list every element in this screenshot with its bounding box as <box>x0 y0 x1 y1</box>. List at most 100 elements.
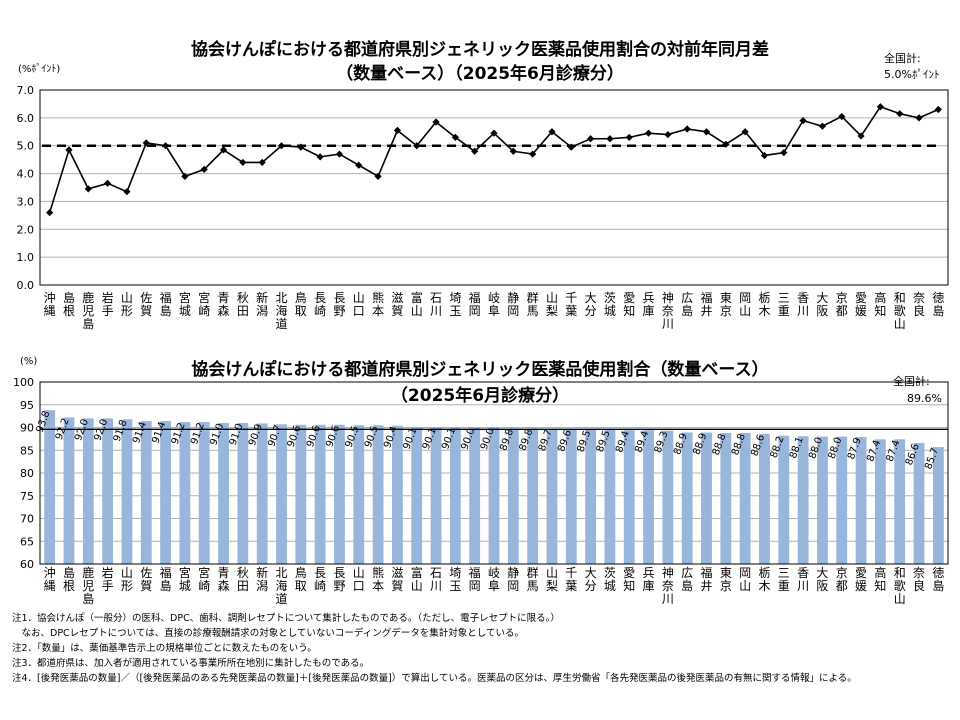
chart2-category-label: 鳥取 <box>295 565 307 593</box>
chart2-bar <box>623 430 635 564</box>
chart1-data-point <box>432 118 440 126</box>
chart1-category-label: 高知 <box>874 290 886 318</box>
chart1-data-point <box>393 126 402 134</box>
chart1-data-point <box>123 188 131 196</box>
chart1-category-label: 福井 <box>701 290 713 318</box>
chart1-category-label: 鳥取 <box>295 290 307 318</box>
chart1-data-point <box>239 158 247 167</box>
chart1-category-label: 青森 <box>218 291 230 318</box>
chart1-national-label: 全国計: <box>884 51 921 65</box>
chart2-category-label: 山口 <box>353 566 365 593</box>
chart2-y-tick: 65 <box>20 535 34 548</box>
chart1-data-point <box>219 146 228 154</box>
chart1-y-unit: (%ﾎﾟｲﾝﾄ) <box>18 63 60 75</box>
chart1-data-point <box>934 105 942 114</box>
chart1-data-point <box>683 125 691 133</box>
chart2-bar <box>372 425 384 564</box>
chart1-data-point <box>297 143 305 151</box>
chart1-data-point <box>818 122 827 130</box>
chart1-category-label: 京都 <box>836 291 848 318</box>
chart2-category-label: 新潟 <box>256 565 268 593</box>
chart1-data-point <box>896 110 904 118</box>
chart1-title-line2: （数量ベース）（2025年6月診療分） <box>336 63 624 84</box>
chart1-data-point <box>490 129 498 137</box>
chart2-bar <box>836 436 848 564</box>
chart2-bar <box>102 418 114 564</box>
chart2-bar <box>295 424 307 564</box>
chart2-category-label: 茨城 <box>604 566 616 593</box>
chart1-category-label: 長野 <box>333 291 345 318</box>
chart2-category-label: 千葉 <box>565 566 577 593</box>
chart2-bar <box>585 429 597 564</box>
chart1-category-label: 沖縄 <box>44 291 56 318</box>
chart2-bar <box>565 429 577 564</box>
chart1-category-label: 香川 <box>797 291 809 318</box>
chart2-plot-frame <box>39 381 949 565</box>
chart2-category-label: 青森 <box>218 566 230 593</box>
chart2-category-label: 群馬 <box>527 566 539 593</box>
chart2-category-label: 京都 <box>836 566 848 593</box>
chart2-bar <box>44 410 56 564</box>
chart2-category-label: 愛媛 <box>855 566 867 593</box>
chart1-data-point <box>277 142 286 150</box>
chart1-data-point <box>142 139 150 147</box>
chart2-bar <box>256 423 268 564</box>
chart1-y-tick: 7.0 <box>17 84 35 97</box>
chart2-y-tick: 75 <box>20 490 34 503</box>
chart2-category-label: 福島 <box>160 565 172 593</box>
chart2-category-label: 宮崎 <box>198 565 210 593</box>
chart2-category-label: 福岡 <box>469 565 481 593</box>
chart2-bar <box>759 433 770 564</box>
chart1-category-label: 鹿児島 <box>82 290 94 331</box>
chart2-category-label: 福井 <box>701 565 713 593</box>
chart1-category-label: 福島 <box>160 290 172 318</box>
chart1-category-label: 岐阜 <box>488 291 500 318</box>
chart2-category-label: 高知 <box>874 565 886 593</box>
chart2-bar <box>160 421 171 564</box>
chart1-data-point <box>104 179 112 187</box>
note-4: 注4．[後発医薬品の数量]／（[後発医薬品のある先発医薬品の数量]＋[後発医薬品… <box>12 673 857 684</box>
chart1-data-point <box>46 208 54 217</box>
chart1-data-point <box>702 128 711 136</box>
chart2-bar <box>739 432 751 564</box>
chart1-data-point <box>780 149 788 157</box>
chart2-bar <box>391 425 403 564</box>
chart1-data-point <box>65 146 73 154</box>
chart2-category-label: 鹿児島 <box>82 565 94 606</box>
chart2-category-label: 富山 <box>411 565 423 593</box>
chart2-category-label: 宮城 <box>179 565 191 593</box>
chart2-bar <box>179 422 191 564</box>
chart1-data-point <box>741 128 749 136</box>
chart2-category-label: 東京 <box>720 566 732 593</box>
chart1-category-label: 東京 <box>720 291 732 318</box>
chart1-data-point <box>548 128 556 136</box>
chart1-y-tick: 1.0 <box>17 251 35 264</box>
chart2-bar <box>469 427 481 564</box>
chart2-category-label: 秋田 <box>237 566 249 593</box>
chart2-category-label: 岩手 <box>102 565 114 593</box>
chart1-category-label: 佐賀 <box>140 291 152 318</box>
chart1-category-label: 岩手 <box>102 290 114 318</box>
chart2-bar <box>237 422 249 564</box>
note-3: 注3．都道府県は、加入者が適用されている事業所所在地別に集計したものである。 <box>12 658 370 669</box>
chart1-category-label: 和歌山 <box>894 291 906 331</box>
chart2-category-label: 大分 <box>585 566 597 593</box>
chart1-category-label: 福岡 <box>469 290 481 318</box>
chart2-bar <box>198 422 210 564</box>
chart1-category-label: 熊本 <box>372 290 384 318</box>
chart1-data-point <box>374 172 382 180</box>
chart2-y-tick: 70 <box>20 513 34 526</box>
chart2-bar <box>276 424 287 564</box>
chart1-data-point <box>586 135 595 143</box>
chart1-title-line1: 協会けんぽにおける都道府県別ジェネリック医薬品使用割合の対前年同月差 <box>191 39 769 60</box>
chart2-bar <box>314 424 326 564</box>
chart2-category-label: 大阪 <box>816 566 828 593</box>
chart1-y-tick: 4.0 <box>17 168 35 181</box>
chart2-bar <box>507 428 519 564</box>
chart1-category-label: 三重 <box>778 291 790 318</box>
chart1-data-point <box>258 158 266 167</box>
chart2-category-label: 三重 <box>778 566 790 593</box>
chart1-data-point <box>181 172 189 180</box>
chart1-category-label: 富山 <box>411 290 423 318</box>
chart2-bar <box>778 435 790 564</box>
